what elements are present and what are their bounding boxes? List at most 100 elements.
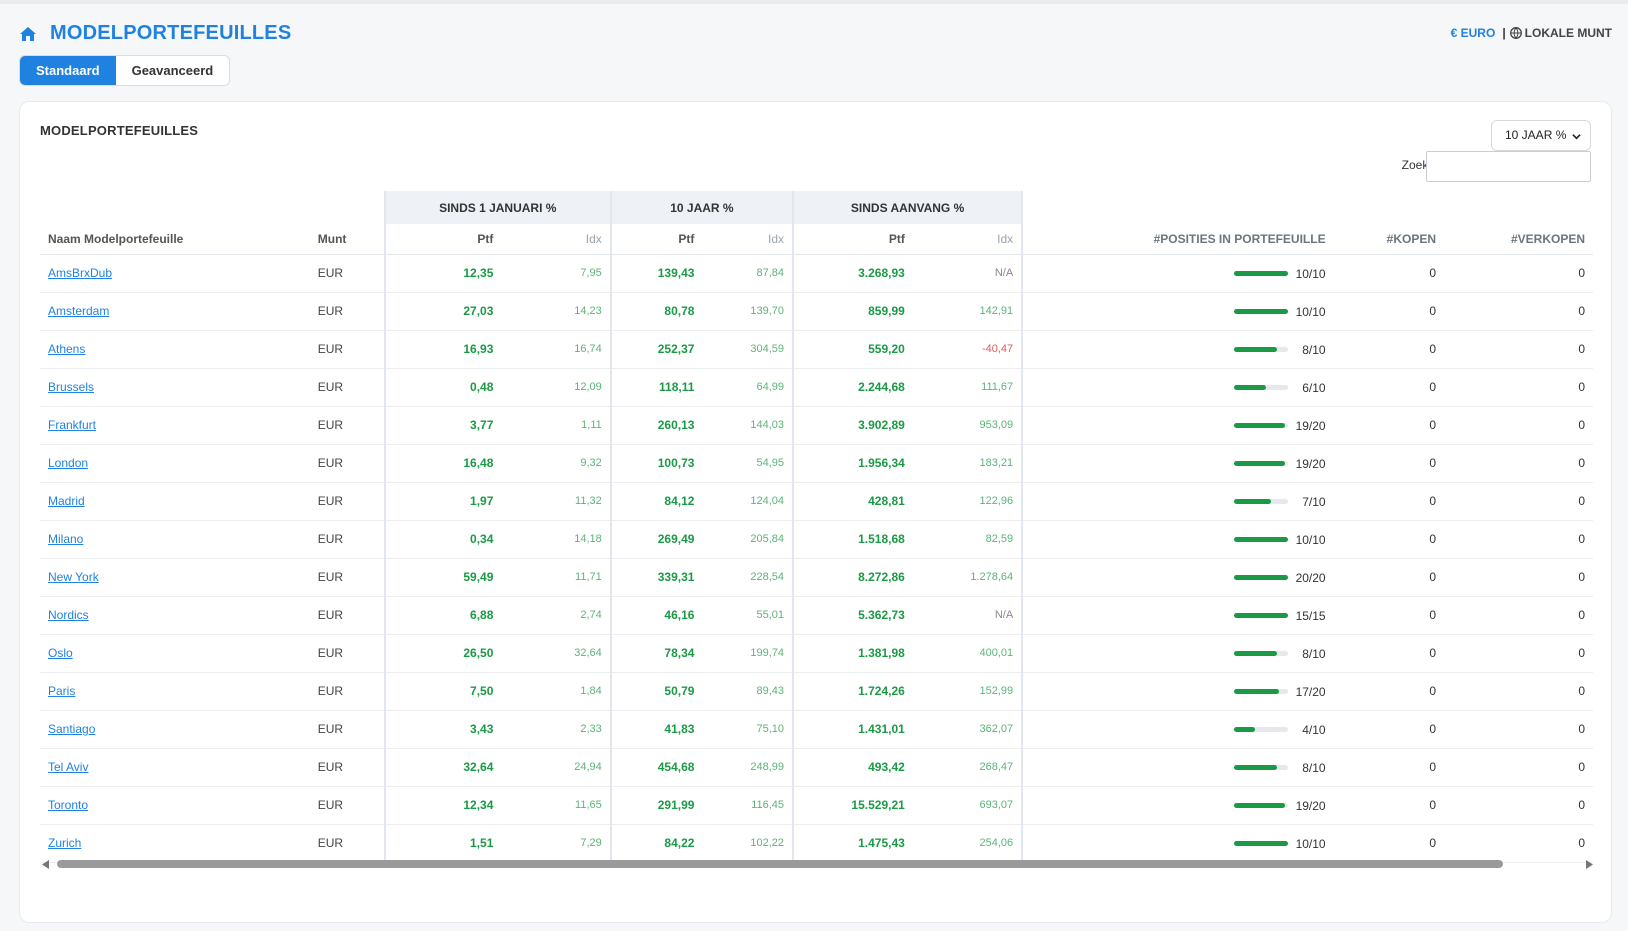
portfolio-link[interactable]: London [48,456,89,470]
ytd-idx-cell: 1,11 [501,406,611,445]
posities-progress-fill [1233,271,1288,277]
munt-cell: EUR [309,634,385,673]
portfolio-link[interactable]: Santiago [48,722,96,736]
posities-progress-fill [1233,461,1285,467]
col-verkopen[interactable]: #VERKOPEN [1444,224,1593,255]
ytd-ptf-cell: 0,48 [383,368,502,407]
globe-icon [1509,27,1522,39]
posities-progress-bar [1233,575,1288,581]
ytd-idx-cell: 11,71 [501,558,611,597]
posities-progress-fill [1233,803,1285,809]
col-name[interactable]: Naam Modelportefeuille [40,224,310,255]
table-row: Brussels EUR 0,48 12,09 118,11 64,99 2.244,68 1… [40,368,1593,407]
col-10y-ptf[interactable]: Ptf [609,224,703,255]
tab-geavanceerd[interactable]: Geavanceerd [115,56,230,85]
kopen-cell: 0 [1333,786,1444,825]
currency-local-link[interactable]: LOKALE MUNT [1524,26,1612,40]
tab-standaard[interactable]: Standaard [20,56,116,85]
inc-idx-cell: 142,91 [912,292,1024,331]
kopen-cell: 0 [1333,292,1444,331]
portfolio-link[interactable]: Paris [48,684,76,698]
group-header-inception: SINDS AANVANG % [792,191,1024,224]
portfolio-link[interactable]: Frankfurt [48,418,97,432]
horizontal-scrollbar[interactable] [42,857,1593,871]
col-munt[interactable]: Munt [309,224,385,255]
col-kopen[interactable]: #KOPEN [1333,224,1444,255]
ytd-ptf-cell: 26,50 [383,634,502,673]
ytd-ptf-cell: 32,64 [383,748,502,787]
col-inc-idx[interactable]: Idx [912,224,1024,255]
portfolio-link[interactable]: Oslo [48,646,73,660]
posities-text: 19/20 [1295,418,1326,433]
col-ytd-idx[interactable]: Idx [501,224,611,255]
kopen-cell: 0 [1333,558,1444,597]
portfolio-link[interactable]: Nordics [48,608,89,622]
portfolio-link[interactable]: Tel Aviv [48,760,89,774]
table-row: Madrid EUR 1,97 11,32 84,12 124,04 428,81 122,9… [40,482,1593,521]
posities-progress-bar [1233,803,1288,809]
portfolio-link[interactable]: Madrid [48,494,85,508]
posities-progress-fill [1233,347,1277,353]
10y-idx-cell: 64,99 [702,368,794,407]
ytd-ptf-cell: 16,48 [383,444,502,483]
ytd-idx-cell: 16,74 [501,330,611,369]
10y-ptf-cell: 260,13 [609,406,703,445]
scroll-left-icon[interactable] [42,860,50,869]
col-10y-idx[interactable]: Idx [702,224,794,255]
inc-idx-cell: 1.278,64 [912,558,1024,597]
portfolio-link[interactable]: Amsterdam [48,304,110,318]
group-header-empty [40,191,385,224]
kopen-cell: 0 [1333,444,1444,483]
col-posities[interactable]: #POSITIES IN PORTEFEUILLE [1022,224,1334,255]
munt-cell: EUR [309,254,385,293]
inc-ptf-cell: 859,99 [792,292,913,331]
posities-text: 10/10 [1295,266,1326,281]
portfolio-name-cell: Toronto [40,786,310,825]
posities-text: 10/10 [1295,304,1326,319]
posities-wrap: 10/10 [1233,266,1326,281]
portfolio-link[interactable]: Zurich [48,836,82,850]
portfolio-link[interactable]: AmsBrxDub [48,266,113,280]
portfolio-link[interactable]: Milano [48,532,84,546]
posities-progress-fill [1233,385,1266,391]
scroll-right-icon[interactable] [1585,860,1593,869]
currency-euro-link[interactable]: € EURO [1450,26,1496,40]
10y-ptf-cell: 46,16 [609,596,703,635]
posities-cell: 8/10 [1022,748,1334,787]
verkopen-cell: 0 [1444,254,1593,293]
posities-wrap: 6/10 [1233,381,1326,395]
ytd-idx-cell: 7,29 [501,824,611,863]
ytd-ptf-cell: 0,34 [383,520,502,559]
verkopen-cell: 0 [1444,558,1593,597]
posities-text: 4/10 [1302,722,1326,737]
portfolio-link[interactable]: Athens [48,342,86,356]
top-strip [0,0,1628,4]
posities-wrap: 19/20 [1233,418,1326,433]
table-row: Amsterdam EUR 27,03 14,23 80,78 139,70 859,99 1… [40,292,1593,331]
portfolio-name-cell: Milano [40,520,310,559]
kopen-cell: 0 [1333,254,1444,293]
10y-idx-cell: 144,03 [702,406,794,445]
inc-idx-cell: 268,47 [912,748,1024,787]
col-inc-ptf[interactable]: Ptf [792,224,913,255]
munt-cell: EUR [309,406,385,445]
ytd-ptf-cell: 12,34 [383,786,502,825]
scrollbar-thumb[interactable] [57,860,1503,868]
portfolio-link[interactable]: Toronto [48,798,89,812]
search-input[interactable] [1426,151,1591,182]
posities-progress-bar [1233,499,1288,505]
posities-cell: 10/10 [1022,292,1334,331]
posities-cell: 17/20 [1022,672,1334,711]
portfolio-link[interactable]: Brussels [48,380,95,394]
posities-cell: 8/10 [1022,634,1334,673]
period-select[interactable]: 10 JAAR % [1491,120,1591,151]
table-row: Frankfurt EUR 3,77 1,11 260,13 144,03 3.902,89… [40,406,1593,445]
col-ytd-ptf[interactable]: Ptf [383,224,502,255]
inc-idx-cell: 183,21 [912,444,1024,483]
10y-ptf-cell: 139,43 [609,254,703,293]
ytd-ptf-cell: 12,35 [383,254,502,293]
home-icon[interactable] [19,25,37,43]
portfolio-name-cell: Amsterdam [40,292,310,331]
table-row: Nordics EUR 6,88 2,74 46,16 55,01 5.362,73 N/A 1… [40,596,1593,635]
portfolio-link[interactable]: New York [48,570,99,584]
